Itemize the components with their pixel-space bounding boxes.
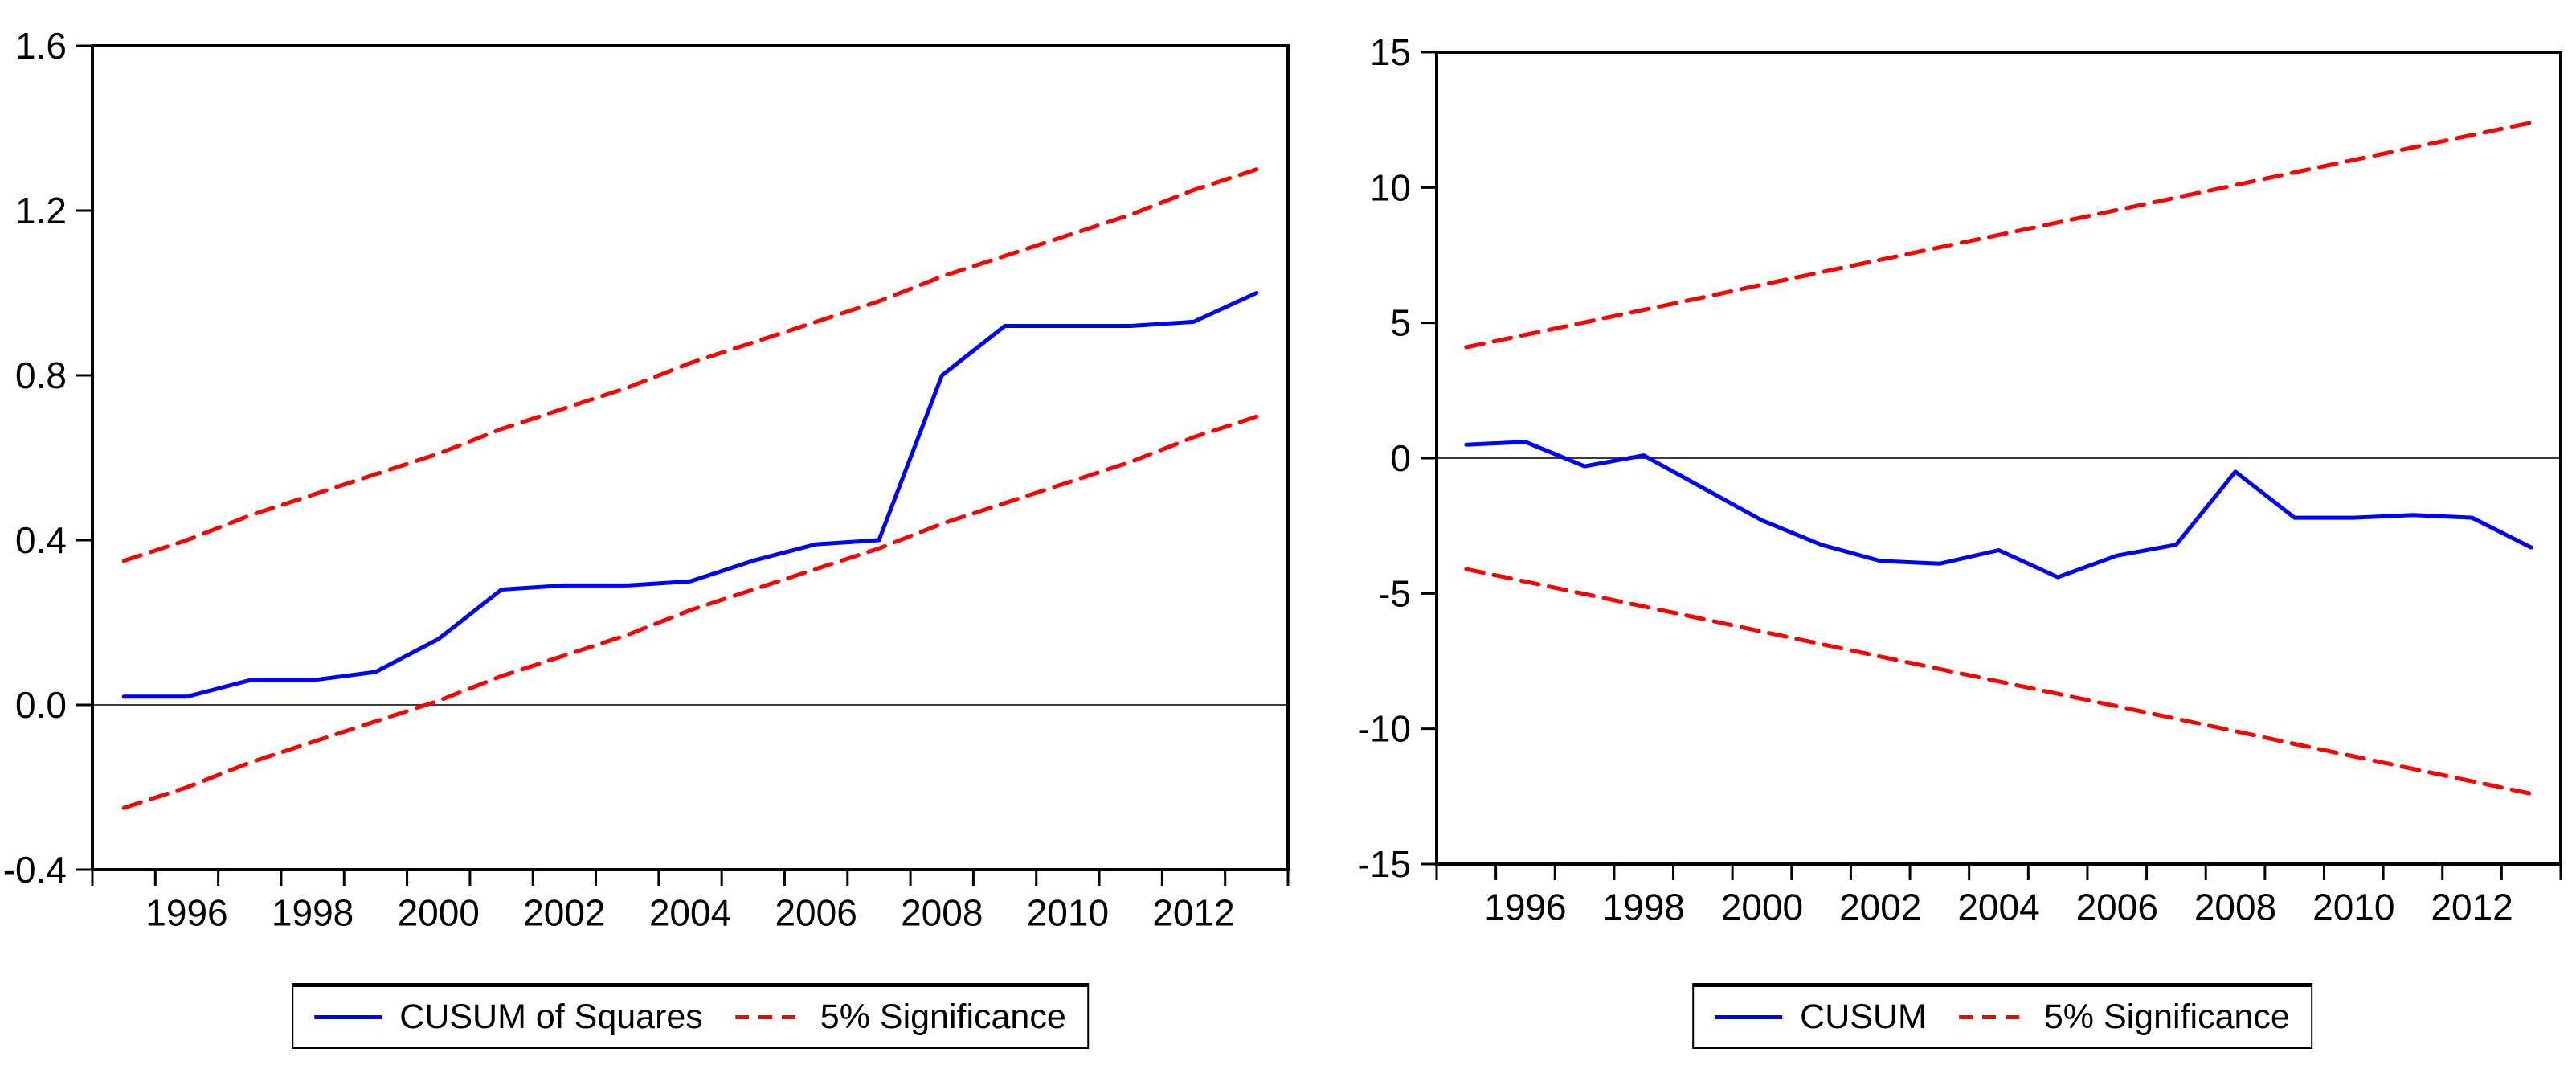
- significance-lower-line: [1464, 567, 2533, 796]
- dashed-red-line-icon: [734, 1015, 803, 1019]
- y-tick-label: 1.2: [15, 190, 67, 231]
- significance-upper-line: [1464, 121, 2533, 350]
- y-tick-label: -5: [1378, 572, 1411, 614]
- plot-frame: [91, 44, 1290, 871]
- x-tick-label: 1998: [1603, 887, 1685, 928]
- y-tick-label: 0: [1390, 437, 1411, 479]
- y-tick-label: 0.4: [15, 519, 67, 561]
- cusum-line: [1464, 440, 2533, 580]
- legend-cusum-of-squares: CUSUM of Squares 5% Significance: [292, 983, 1089, 1049]
- x-tick-label: 2000: [1721, 887, 1803, 928]
- legend-blue-line-sample: [314, 1015, 382, 1019]
- y-tick-label: 0.0: [15, 684, 67, 726]
- x-tick-label: 2004: [1957, 887, 2039, 928]
- legend-label-significance-left: 5% Significance: [820, 997, 1066, 1036]
- y-tick-label: -15: [1358, 843, 1411, 885]
- x-tick-label: 2008: [901, 892, 983, 934]
- dashed-red-line-icon: [1958, 1015, 2026, 1019]
- significance-upper-line: [121, 167, 1259, 563]
- x-tick-label: 2008: [2194, 887, 2276, 928]
- y-tick-label: 1.6: [15, 25, 67, 67]
- x-tick-label: 2010: [2312, 887, 2394, 928]
- solid-blue-line-icon: [314, 1015, 382, 1019]
- x-tick-label: 2000: [398, 892, 480, 934]
- legend-cusum: CUSUM 5% Significance: [1692, 983, 2312, 1049]
- cusum-of-squares-line: [121, 291, 1259, 699]
- y-tick-label: 5: [1390, 302, 1411, 344]
- x-tick-label: 2004: [649, 892, 731, 934]
- x-tick-label: 1996: [145, 892, 227, 934]
- x-tick-label: 1996: [1484, 887, 1566, 928]
- legend-label-cusum: CUSUM: [1800, 997, 1927, 1036]
- y-tick-label: -0.4: [3, 849, 67, 891]
- significance-lower-line: [121, 414, 1259, 810]
- x-tick-label: 2010: [1027, 892, 1109, 934]
- x-tick-label: 1998: [272, 892, 354, 934]
- legend-blue-line-sample: [1715, 1015, 1783, 1019]
- y-tick-label: 0.8: [15, 354, 67, 396]
- x-tick-label: 2012: [1152, 892, 1234, 934]
- y-tick-label: 10: [1370, 166, 1411, 208]
- x-tick-label: 2006: [2076, 887, 2158, 928]
- cusum-chart: 15 10 5 0 -5 -10 -15 1996 1998 2000 2002 2004 2006 20…: [1358, 31, 2562, 928]
- cusum-of-squares-chart: 1.6 1.2 0.8 0.4 0.0 -0.4 1996 1998 2000 2002 2004 2…: [3, 25, 1290, 934]
- legend-red-dash-sample: [1958, 1015, 2026, 1019]
- x-tick-label: 2002: [1839, 887, 1921, 928]
- x-tick-label: 2002: [523, 892, 605, 934]
- legend-label-cusum-of-squares: CUSUM of Squares: [399, 997, 703, 1036]
- y-tick-label: -10: [1358, 708, 1411, 750]
- x-tick-label: 2012: [2431, 887, 2513, 928]
- solid-blue-line-icon: [1715, 1015, 1783, 1019]
- legend-label-significance-right: 5% Significance: [2043, 997, 2290, 1036]
- legend-red-dash-sample: [734, 1015, 803, 1019]
- x-tick-label: 2006: [775, 892, 857, 934]
- y-tick-label: 15: [1370, 31, 1411, 73]
